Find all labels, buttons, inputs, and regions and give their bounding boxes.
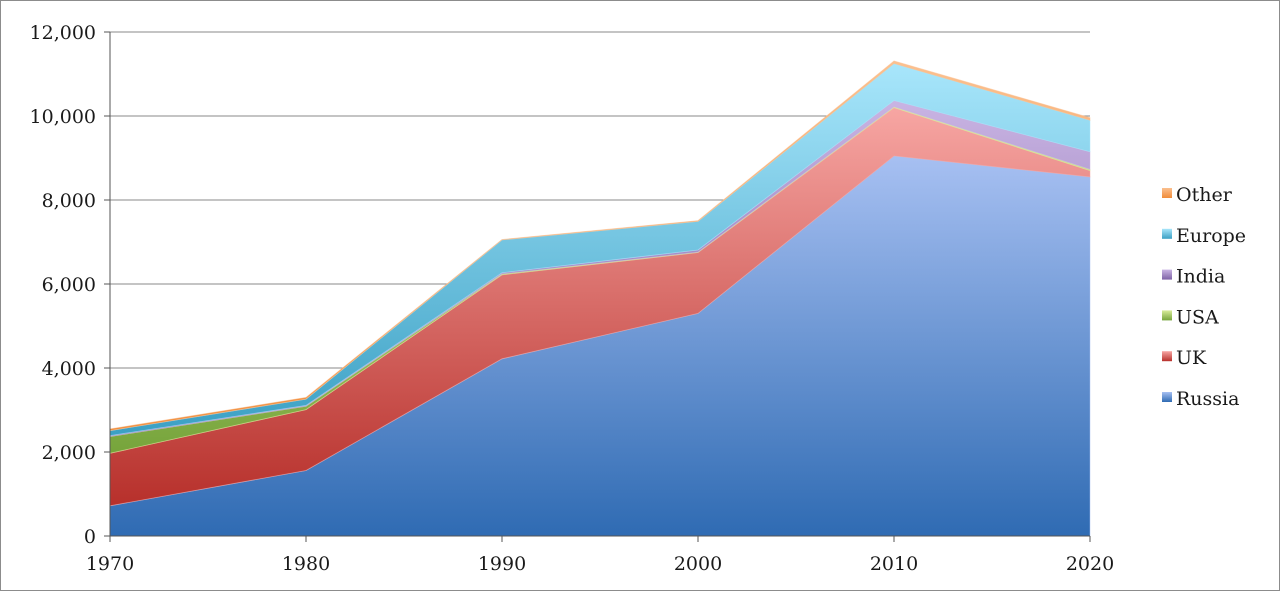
x-axis-tick-labels: 1970 1980 1990 2000 2010 2020 [86,553,1114,575]
legend-swatch-other [1162,188,1172,198]
area-other [109,60,1091,432]
x-tick-label: 2000 [674,553,722,575]
legend: Other Europe India USA UK Russia [1162,184,1246,410]
x-tick-label: 2020 [1066,553,1114,575]
axes [104,31,1091,542]
y-axis-tick-labels: 0 2,000 4,000 6,000 8,000 10,000 12,000 [30,22,96,548]
y-tick-label: 4,000 [42,358,96,380]
legend-swatch-uk [1162,351,1172,362]
area-series [109,60,1091,537]
legend-label-other: Other [1176,184,1233,206]
legend-swatch-russia [1162,392,1172,402]
y-tick-label: 2,000 [42,442,96,464]
y-tick-label: 12,000 [30,22,96,44]
y-tick-label: 0 [84,526,96,548]
x-tick-label: 1990 [478,553,526,575]
y-tick-label: 6,000 [42,274,96,296]
legend-swatch-usa [1162,310,1172,321]
legend-label-uk: UK [1176,347,1207,369]
legend-swatch-india [1162,269,1172,280]
legend-label-india: India [1176,266,1225,288]
x-tick-label: 2010 [870,553,918,575]
x-tick-label: 1970 [86,553,134,575]
legend-swatch-europe [1162,228,1172,239]
y-tick-label: 10,000 [30,106,96,128]
x-tick-label: 1980 [282,553,330,575]
legend-label-europe: Europe [1176,225,1246,247]
legend-label-russia: Russia [1176,388,1239,410]
y-tick-label: 8,000 [42,190,96,212]
legend-label-usa: USA [1176,306,1219,328]
